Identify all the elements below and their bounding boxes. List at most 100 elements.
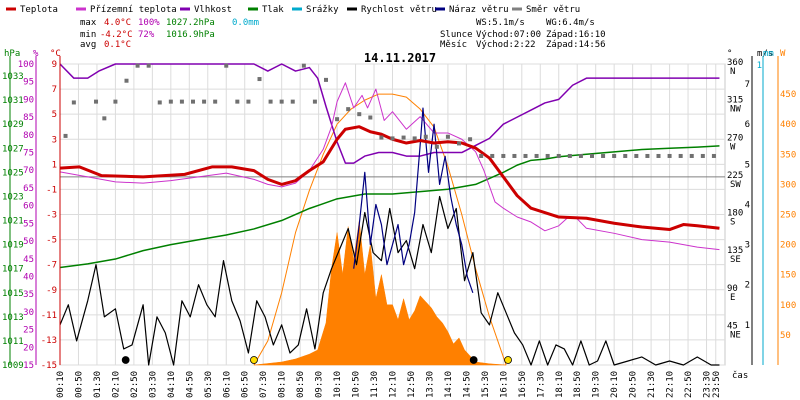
x-tick-label: 22:50 xyxy=(684,371,694,398)
x-tick-label: 10:10 xyxy=(333,371,343,398)
w-tick-label: 400 xyxy=(780,120,796,130)
x-tick-label: 17:30 xyxy=(536,371,546,398)
pct-tick-label: 55 xyxy=(23,219,34,229)
pct-tick-label: 65 xyxy=(23,184,34,194)
wind-direction-point xyxy=(301,63,306,68)
wind-direction-point xyxy=(102,116,107,121)
w-tick-label: 250 xyxy=(780,211,796,221)
plot-area xyxy=(59,63,720,366)
dir-tick-label: 45 xyxy=(727,321,738,331)
wind-direction-point xyxy=(479,153,484,158)
temp-tick-label: -9 xyxy=(46,286,57,296)
ms-tick-label: 3 xyxy=(745,241,750,251)
x-tick-label: 18:10 xyxy=(555,371,565,398)
wind-direction-point xyxy=(202,99,207,104)
stats-max-temp: 4.0°C xyxy=(104,18,131,28)
wind-direction-point xyxy=(689,153,694,158)
w-tick-label: 200 xyxy=(780,241,796,251)
dir-compass-label: SW xyxy=(730,180,741,190)
x-tick-label: 14:50 xyxy=(462,371,472,398)
wind-direction-point xyxy=(401,135,406,140)
wind-direction-point xyxy=(445,134,450,139)
pct-tick-label: 20 xyxy=(23,343,34,353)
pct-tick-label: 25 xyxy=(23,326,34,336)
wind-direction-point xyxy=(545,153,550,158)
x-tick-label: 14:10 xyxy=(444,371,454,398)
wind-direction-point xyxy=(224,63,229,68)
x-axis-title: čas xyxy=(732,370,748,381)
x-tick-label: 05:30 xyxy=(204,371,214,398)
pct-tick-label: 95 xyxy=(23,78,34,88)
wind-direction-point xyxy=(94,99,99,104)
wind-direction-point xyxy=(612,153,617,158)
series-humidity-line xyxy=(59,63,720,164)
temp-tick-label: -11 xyxy=(41,311,57,321)
legend-label: Přízemní teplota xyxy=(90,5,177,15)
wind-direction-point xyxy=(335,117,340,122)
hpa-tick-label: 1015 xyxy=(2,289,24,299)
mm-axis-title: mm xyxy=(763,49,774,59)
pct-tick-label: 45 xyxy=(23,255,34,265)
x-tick-label: 15:30 xyxy=(481,371,491,398)
x-tick-label: 07:30 xyxy=(259,371,269,398)
x-tick-label: 04:50 xyxy=(185,371,195,398)
wind-direction-point xyxy=(179,99,184,104)
x-tick-label: 08:50 xyxy=(296,371,306,398)
hpa-tick-label: 1013 xyxy=(2,313,24,323)
x-tick-label: 20:10 xyxy=(610,371,620,398)
dir-compass-label: N xyxy=(730,67,735,77)
info-sun-label: Slunce xyxy=(440,30,473,40)
w-tick-label: 450 xyxy=(780,90,796,100)
info-moonset: Západ:14:56 xyxy=(546,40,606,50)
stats-min-press: 1016.9hPa xyxy=(166,30,215,40)
ms-tick-label: 7 xyxy=(745,80,750,90)
wind-direction-point xyxy=(412,136,417,141)
pct-tick-label: 60 xyxy=(23,202,34,212)
w-tick-label: 150 xyxy=(780,271,796,281)
info-wg: WG:6.4m/s xyxy=(546,18,595,28)
legend-label: Směr větru xyxy=(526,5,580,15)
ms-tick-label: 4 xyxy=(745,200,750,210)
stats-max-label: max xyxy=(80,18,97,28)
hpa-tick-label: 1027 xyxy=(2,144,24,154)
wind-direction-point xyxy=(63,133,68,138)
wind-direction-point xyxy=(390,136,395,141)
legend: Teplota Přízemní teplota Vlhkost Tlak Srážky… xyxy=(6,5,580,15)
hpa-tick-label: 1009 xyxy=(2,361,24,371)
stats-avg-label: avg xyxy=(80,40,96,50)
x-tick-label: 22:10 xyxy=(666,371,676,398)
info-ws: WS:5.1m/s xyxy=(476,18,525,28)
hpa-axis-title: hPa xyxy=(4,49,20,59)
moonset-marker xyxy=(469,356,478,364)
wind-direction-point xyxy=(157,100,162,105)
hpa-tick-label: 1031 xyxy=(2,96,24,106)
x-tick-label: 16:10 xyxy=(499,371,509,398)
wind-direction-point xyxy=(578,153,583,158)
x-tick-label: 02:50 xyxy=(130,371,140,398)
wind-direction-point xyxy=(656,153,661,158)
wind-direction-point xyxy=(368,115,373,120)
x-tick-label: 20:50 xyxy=(629,371,639,398)
info-moonrise: Východ:2:22 xyxy=(476,40,536,50)
solar-area xyxy=(253,220,507,366)
series-solar-line xyxy=(253,93,507,366)
pct-tick-label: 35 xyxy=(23,290,34,300)
info-sunrise: Východ:07:00 xyxy=(476,30,541,40)
temp-tick-label: 5 xyxy=(52,110,57,120)
w-tick-label: 100 xyxy=(780,301,796,311)
dir-tick-label: 90 xyxy=(727,284,738,294)
dir-compass-label: S xyxy=(730,218,735,228)
dir-tick-label: 315 xyxy=(727,96,743,106)
legend-label: Rychlost větru xyxy=(361,5,437,15)
pct-tick-label: 40 xyxy=(23,272,34,282)
hpa-tick-label: 1017 xyxy=(2,265,24,275)
sunrise-marker xyxy=(250,356,258,364)
wind-direction-point xyxy=(634,153,639,158)
temp-tick-label: 9 xyxy=(52,60,57,70)
series-wind-gust-line xyxy=(353,107,474,293)
wind-direction-point xyxy=(357,112,362,117)
pct-axis-title: % xyxy=(33,49,39,59)
wind-direction-point xyxy=(667,153,672,158)
x-tick-label: 19:30 xyxy=(592,371,602,398)
